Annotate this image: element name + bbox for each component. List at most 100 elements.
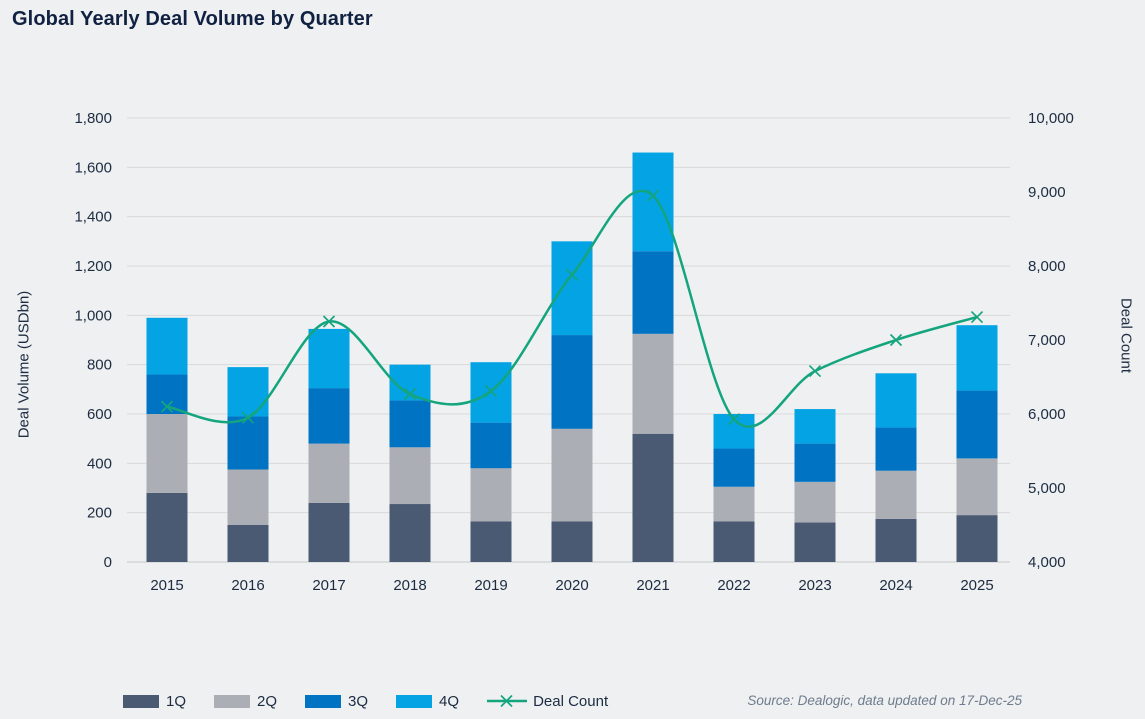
bar-segment-3q-2024	[875, 427, 917, 471]
bar-segment-2q-2019	[470, 468, 512, 522]
left-axis-tick-label: 1,800	[74, 110, 112, 127]
x-axis-tick-label: 2021	[636, 577, 669, 594]
x-axis-tick-label: 2022	[717, 577, 750, 594]
bar-segment-2q-2020	[551, 428, 593, 522]
bar-segment-3q-2016	[227, 416, 269, 470]
bar-segment-3q-2020	[551, 335, 593, 429]
bar-segment-4q-2024	[875, 373, 917, 428]
bar-segment-2q-2016	[227, 469, 269, 525]
bar-segment-2q-2025	[956, 458, 998, 516]
bar-segment-2q-2024	[875, 470, 917, 519]
x-axis-tick-label: 2019	[474, 577, 507, 594]
right-axis-tick-label: 9,000	[1028, 184, 1066, 201]
bar-segment-4q-2016	[227, 367, 269, 417]
bar-segment-1q-2023	[794, 522, 836, 562]
left-axis-tick-label: 800	[87, 357, 112, 374]
bar-segment-3q-2025	[956, 390, 998, 459]
bar-segment-1q-2015	[146, 492, 188, 562]
bar-segment-2q-2018	[389, 447, 431, 505]
left-axis-tick-label: 1,600	[74, 159, 112, 176]
right-axis-tick-label: 8,000	[1028, 258, 1066, 275]
left-axis-title: Deal Volume (USDbn)	[15, 290, 33, 439]
legend-item-2q: 2Q	[214, 693, 277, 710]
bar-segment-4q-2025	[956, 325, 998, 391]
bar-segment-4q-2015	[146, 317, 188, 375]
bar-segment-1q-2024	[875, 518, 917, 562]
left-axis-tick-label: 1,000	[74, 307, 112, 324]
deal-count-marker	[727, 413, 741, 426]
x-axis-tick-label: 2024	[879, 577, 912, 594]
bar-segment-3q-2018	[389, 400, 431, 448]
bar-segment-1q-2025	[956, 515, 998, 562]
right-axis-title: Deal Count	[1117, 297, 1135, 374]
right-axis-tick-label: 5,000	[1028, 480, 1066, 497]
right-axis-tick-label: 10,000	[1028, 110, 1074, 127]
left-axis-tick-label: 600	[87, 406, 112, 423]
deal-count-marker	[889, 333, 903, 347]
bar-segment-3q-2017	[308, 388, 350, 444]
legend-item-deal-count: Deal Count	[487, 693, 608, 710]
deal-count-marker	[322, 315, 336, 328]
page-title: Global Yearly Deal Volume by Quarter	[12, 8, 373, 30]
legend-label-1q: 1Q	[166, 692, 187, 710]
legend-item-4q: 4Q	[396, 693, 459, 710]
deal-count-marker	[241, 411, 255, 424]
deal-count-marker	[646, 189, 660, 202]
left-axis-tick-label: 1,200	[74, 258, 112, 275]
deal-count-marker	[808, 364, 822, 378]
chart-legend: 1Q 2Q 3Q 4Q Deal Count	[123, 691, 636, 711]
bar-segment-4q-2023	[794, 409, 836, 444]
line-with-cross-icon	[487, 694, 528, 708]
legend-label-3q: 3Q	[348, 692, 369, 710]
left-axis-tick-label: 1,400	[74, 209, 112, 226]
legend-item-1q: 1Q	[123, 693, 186, 710]
legend-item-3q: 3Q	[305, 693, 368, 710]
bar-segment-3q-2019	[470, 422, 512, 469]
x-axis-tick-label: 2018	[393, 577, 426, 594]
deal-count-marker	[160, 400, 174, 413]
x-axis-tick-label: 2017	[312, 577, 345, 594]
deal-count-marker	[565, 268, 579, 281]
bar-segment-4q-2017	[308, 328, 350, 389]
deal-count-marker	[403, 387, 417, 401]
legend-swatch-3q	[305, 694, 342, 708]
legend-label-2q: 2Q	[257, 692, 278, 710]
deal-count-marker	[484, 384, 498, 398]
bar-segment-3q-2021	[632, 251, 674, 334]
x-axis-tick-label: 2025	[960, 577, 993, 594]
bar-segment-3q-2015	[146, 374, 188, 414]
x-axis-tick-label: 2016	[231, 577, 264, 594]
x-axis-tick-label: 2020	[555, 577, 588, 594]
bar-segment-2q-2022	[713, 486, 755, 522]
bar-segment-2q-2023	[794, 481, 836, 523]
bar-segment-4q-2021	[632, 152, 674, 252]
x-axis-tick-label: 2023	[798, 577, 831, 594]
bar-segment-1q-2022	[713, 521, 755, 562]
right-axis-tick-label: 4,000	[1028, 554, 1066, 571]
legend-swatch-1q	[123, 694, 159, 708]
right-axis-tick-label: 6,000	[1028, 406, 1066, 423]
bar-segment-1q-2018	[389, 504, 431, 562]
bar-segment-2q-2021	[632, 333, 674, 434]
legend-swatch-2q	[214, 694, 251, 708]
source-note: Source: Dealogic, data updated on 17-Dec…	[747, 693, 1022, 708]
bar-segment-2q-2015	[146, 414, 188, 493]
deal-count-marker	[970, 310, 984, 324]
legend-swatch-4q	[396, 694, 433, 708]
bar-segment-1q-2017	[308, 502, 350, 562]
bar-segment-1q-2021	[632, 433, 674, 562]
legend-label-deal-count: Deal Count	[533, 692, 609, 710]
x-axis-tick-label: 2015	[150, 577, 183, 594]
bar-segment-1q-2016	[227, 525, 269, 562]
bar-segment-1q-2019	[470, 521, 512, 562]
bar-segment-3q-2023	[794, 443, 836, 482]
bar-segment-2q-2017	[308, 443, 350, 503]
left-axis-tick-label: 400	[87, 455, 112, 472]
left-axis-tick-label: 200	[87, 505, 112, 522]
bar-segment-1q-2020	[551, 521, 593, 562]
legend-label-4q: 4Q	[439, 692, 460, 710]
bar-segment-3q-2022	[713, 448, 755, 487]
right-axis-tick-label: 7,000	[1028, 332, 1066, 349]
left-axis-tick-label: 0	[104, 554, 112, 571]
